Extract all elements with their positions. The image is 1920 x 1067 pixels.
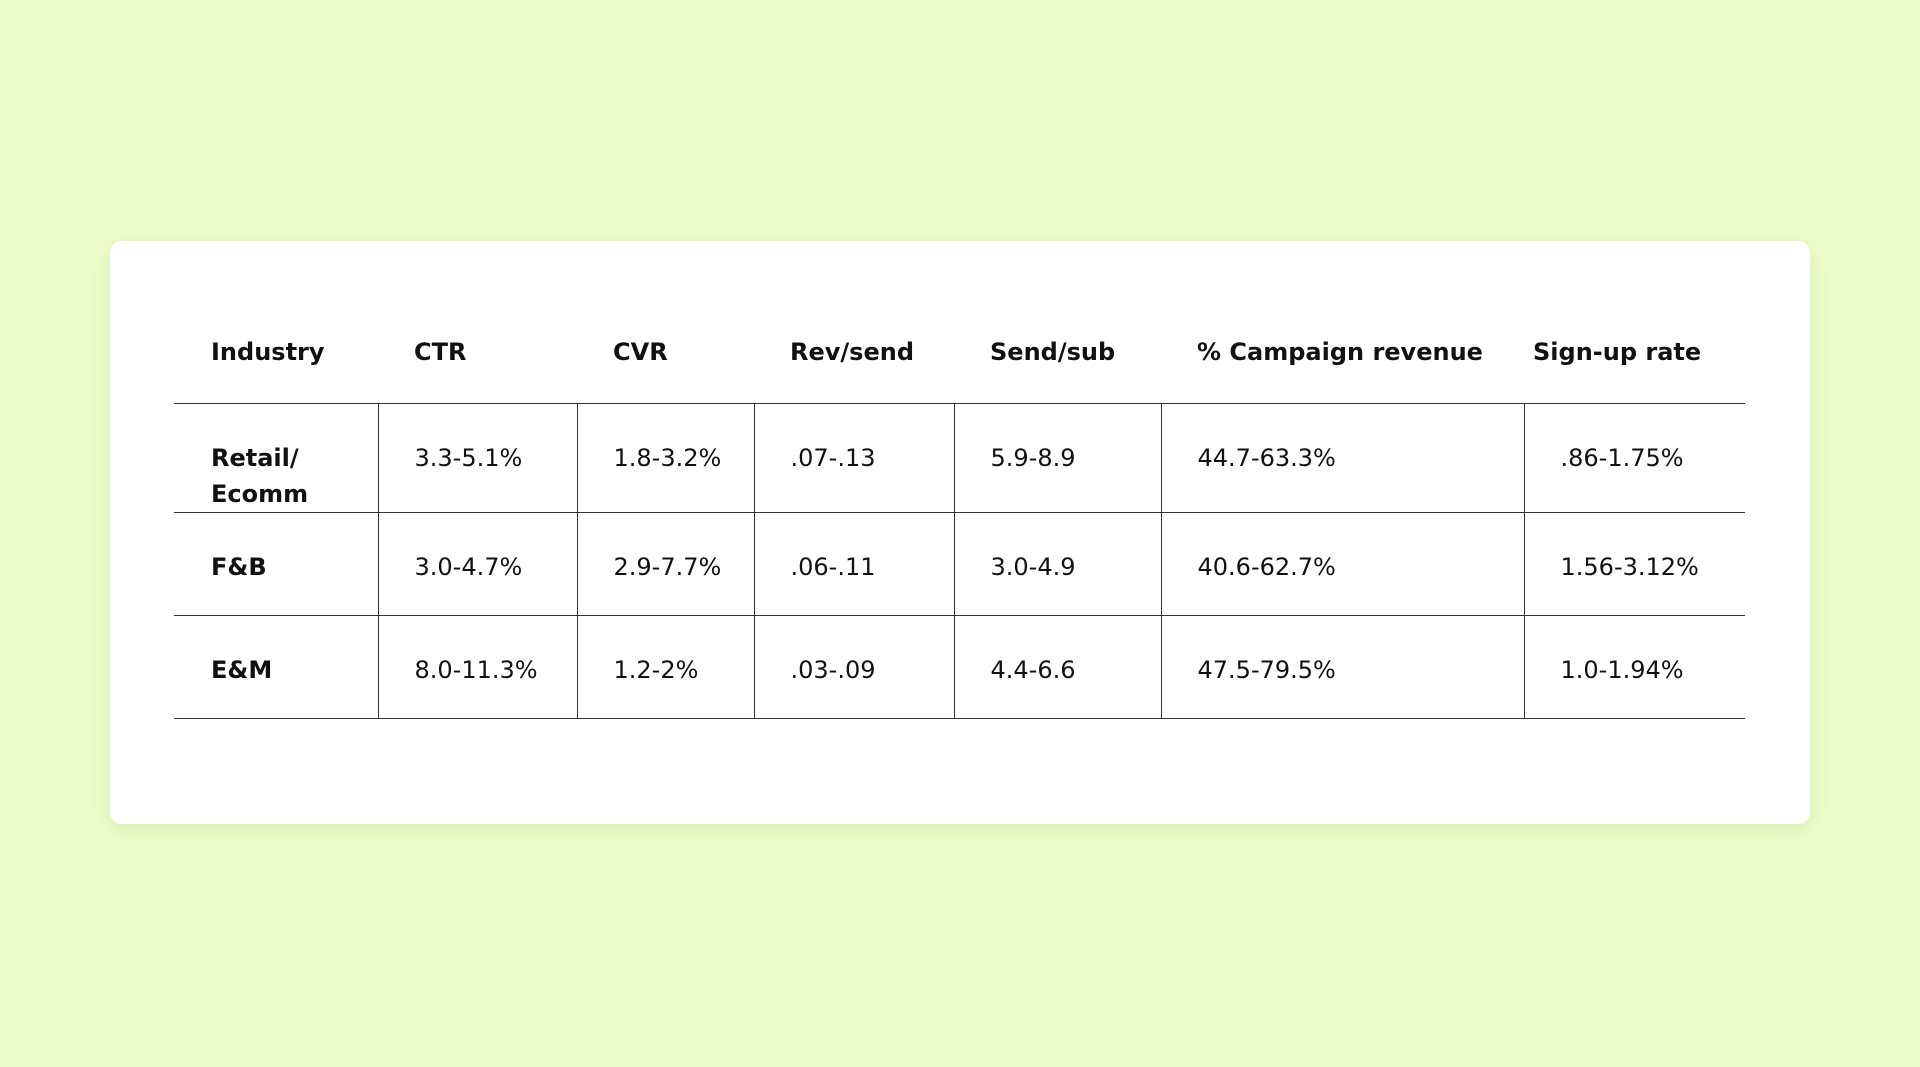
row-label: F&B (174, 512, 378, 616)
table-cell: 2.9-7.7% (576, 512, 754, 616)
table-cell: 3.3-5.1% (377, 403, 577, 513)
header-row: Industry CTR CVR Rev/send Send/sub% Campaign… (174, 301, 1745, 404)
table-cell: 8.0-11.3% (377, 615, 577, 719)
table-cell: 1.8-3.2% (576, 403, 754, 513)
table-cell: 1.56-3.12% (1523, 512, 1745, 616)
card: Industry CTR CVR Rev/send Send/sub% Campaign… (110, 241, 1810, 824)
table-row: F&B 3.0-4.7% 2.9-7.7% .06-.11 3.0-4.9 40.6-62… (174, 512, 1745, 616)
header-cell: CTR (378, 301, 577, 404)
row-label: E&M (174, 615, 378, 719)
header-cell: % Campaign revenue (1161, 301, 1524, 404)
header-cell: Industry (174, 301, 378, 404)
table-cell: 1.0-1.94% (1523, 615, 1745, 719)
table-cell: .03-.09 (753, 615, 954, 719)
table-cell: .86-1.75% (1523, 403, 1745, 513)
table-cell: 3.0-4.9 (953, 512, 1161, 616)
table-cell: 47.5-79.5% (1160, 615, 1524, 719)
table-row: E&M 8.0-11.3% 1.2-2% .03-.09 4.4-6.6 47.5-79.… (174, 615, 1745, 719)
table-cell: 1.2-2% (576, 615, 754, 719)
table-row: Retail/ Ecomm 3.3-5.1% 1.8-3.2% .07-.13 5.9-… (174, 403, 1745, 513)
table-cell: .07-.13 (753, 403, 954, 513)
table-cell: 40.6-62.7% (1160, 512, 1524, 616)
table-cell: .06-.11 (753, 512, 954, 616)
benchmark-table: Industry CTR CVR Rev/send Send/sub% Campaign… (174, 301, 1745, 719)
table-cell: 44.7-63.3% (1160, 403, 1524, 513)
header-cell: Rev/send (754, 301, 954, 404)
table-body: Retail/ Ecomm 3.3-5.1% 1.8-3.2% .07-.13 5.9-… (174, 403, 1745, 719)
table-cell: 5.9-8.9 (953, 403, 1161, 513)
table-cell: 4.4-6.6 (953, 615, 1161, 719)
table-cell: 3.0-4.7% (377, 512, 577, 616)
row-label: Retail/ Ecomm (174, 403, 378, 513)
header-cell: Sign-up rate (1524, 301, 1745, 404)
header-cell: CVR (577, 301, 754, 404)
header-cell: Send/sub (954, 301, 1161, 404)
